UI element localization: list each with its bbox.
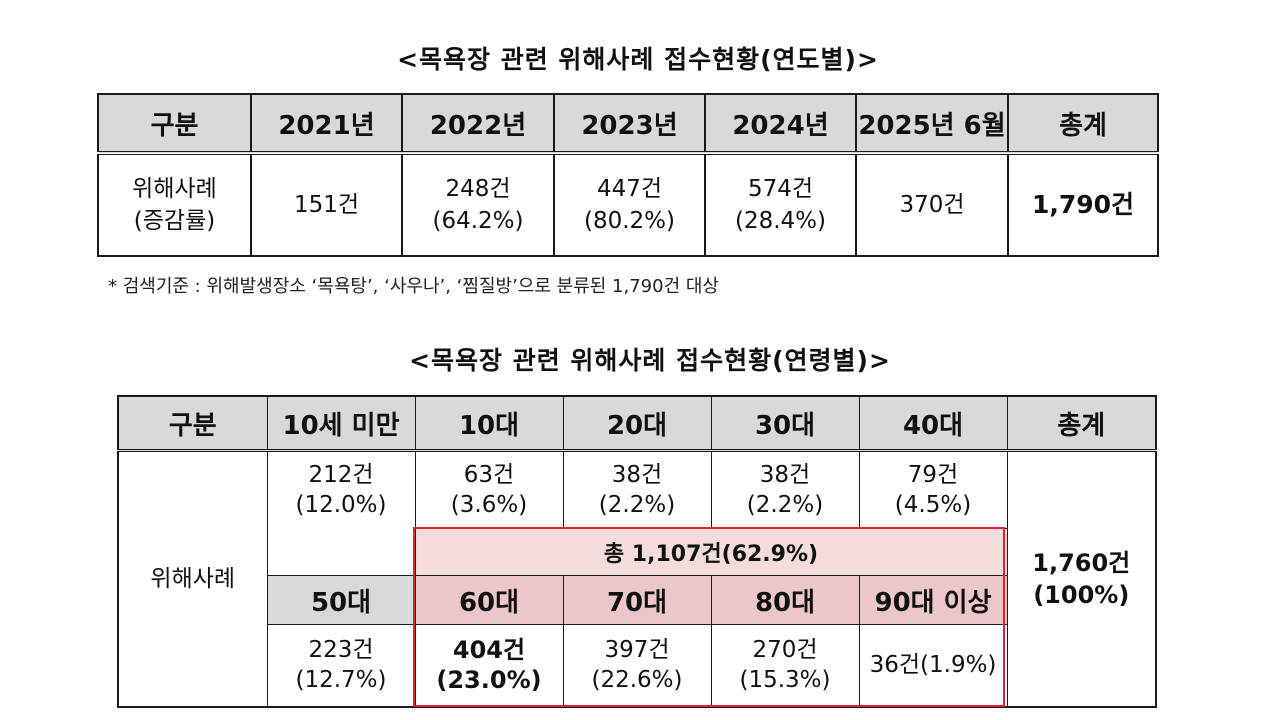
cell-40s: 79건 (4.5%) [858, 450, 1008, 529]
cell-60s: 404건 (23.0%) [414, 624, 564, 707]
cell-rate: (64.2%) [432, 208, 524, 234]
header-total: 총계 [1007, 94, 1158, 155]
row-label: 위해사례 (증감률) [98, 153, 251, 256]
header-40s: 40대 [858, 395, 1008, 452]
cell-2025-june: 370건 [855, 153, 1008, 256]
table1-header-row: 구분 2021년 2022년 2023년 2024년 2025년 6월 총계 [98, 94, 1158, 155]
cell-count: 63건 [463, 462, 515, 488]
header-2021: 2021년 [250, 94, 402, 155]
table2-bottom-header-row: 50대 60대 70대 80대 90대 이상 [118, 575, 1156, 625]
cell-80s: 270건 (15.3%) [710, 624, 860, 707]
cell-50s: 223건 (12.7%) [266, 624, 416, 707]
search-criteria-note: * 검색기준 : 위해발생장소 ‘목욕탕’, ‘사우나’, ‘찜질방’으로 분류… [108, 276, 719, 297]
cell-pct: (2.2%) [598, 492, 676, 518]
header-20s: 20대 [562, 395, 712, 452]
grand-total-count: 1,760건 [1032, 548, 1131, 577]
highlight-total: 총 1,107건(62.9%) [414, 528, 1008, 576]
grand-total: 1,760건 (100%) [1006, 450, 1157, 707]
cell-count: 212건 [308, 462, 374, 489]
row-label-line1: 위해사례 [132, 176, 217, 202]
table2-top-values-row: 위해사례 212건 (12.0%) 63건 (3.6%) 38건 (2.2%) … [117, 450, 1157, 707]
cell-90s-plus: 36건(1.9%) [858, 624, 1008, 707]
cell-2024: 574건 (28.4%) [704, 153, 856, 256]
cell-pct: (3.6%) [450, 492, 528, 518]
cell-count: 404건 [452, 636, 526, 665]
cell-count: 370건 [899, 192, 965, 218]
cell-rate: (28.4%) [734, 208, 826, 234]
cell-pct: (12.0%) [295, 492, 387, 519]
header-category: 구분 [117, 395, 268, 452]
cell-2023: 447건 (80.2%) [553, 153, 705, 256]
header-2023: 2023년 [553, 94, 705, 155]
cell-pct: (15.3%) [739, 667, 831, 694]
table1-title: <목욕장 관련 위해사례 접수현황(연도별)> [397, 45, 879, 74]
header-2024: 2024년 [704, 94, 856, 155]
header-total: 총계 [1006, 395, 1157, 452]
header-60s: 60대 [414, 575, 564, 625]
header-80s: 80대 [710, 575, 860, 625]
row-label-line2: (증감률) [133, 208, 216, 234]
cell-count: 270건 [752, 637, 818, 664]
cell-pct: (23.0%) [436, 666, 542, 695]
cell-30s: 38건 (2.2%) [710, 450, 860, 529]
header-under-10: 10세 미만 [266, 395, 416, 452]
cell-total: 1,790건 [1007, 153, 1158, 256]
cell-count: 38건 [611, 462, 663, 488]
yearly-cases-table: 구분 2021년 2022년 2023년 2024년 2025년 6월 총계 위… [97, 93, 1159, 257]
cell-pct: (22.6%) [591, 667, 683, 694]
header-70s: 70대 [562, 575, 712, 625]
table2-bottom-values-row: 223건 (12.7%) 404건 (23.0%) 397건 (22.6%) 2… [118, 624, 1156, 707]
empty-cell [266, 528, 416, 576]
cell-count: 151건 [293, 192, 360, 218]
grand-total-pct: (100%) [1033, 580, 1130, 609]
cell-count: 397건 [604, 637, 670, 664]
header-10s: 10대 [414, 395, 564, 452]
cell-count: 36건(1.9%) [869, 652, 997, 679]
cell-count: 79건 [907, 462, 959, 488]
cell-10s: 63건 (3.6%) [414, 450, 564, 529]
header-2025-june: 2025년 6월 [855, 94, 1008, 155]
cell-70s: 397건 (22.6%) [562, 624, 712, 707]
cell-pct: (2.2%) [746, 492, 824, 518]
cell-20s: 38건 (2.2%) [562, 450, 712, 529]
table2-header-row: 구분 10세 미만 10대 20대 30대 40대 총계 [117, 395, 1157, 452]
cell-count: 447건 [596, 176, 663, 202]
age-cases-table: 구분 10세 미만 10대 20대 30대 40대 총계 위해사례 212건 (… [117, 395, 1157, 708]
header-90s-plus: 90대 이상 [858, 575, 1008, 625]
cell-count: 223건 [308, 637, 374, 664]
cell-pct: (4.5%) [894, 492, 972, 518]
cell-2022: 248건 (64.2%) [401, 153, 554, 256]
cell-count: 1,790건 [1031, 190, 1135, 219]
header-category: 구분 [98, 94, 251, 155]
cell-count: 574건 [747, 176, 814, 202]
cell-count: 38건 [759, 462, 811, 488]
cell-count: 248건 [445, 176, 511, 202]
table1-data-row: 위해사례 (증감률) 151건 248건 (64.2%) 447건 (80.2%… [98, 153, 1158, 256]
header-2022: 2022년 [401, 94, 554, 155]
row-label: 위해사례 [117, 450, 268, 707]
header-50s: 50대 [266, 575, 416, 625]
cell-under-10: 212건 (12.0%) [266, 450, 416, 529]
cell-rate: (80.2%) [583, 208, 675, 234]
table2-highlight-row: 총 1,107건(62.9%) [118, 528, 1156, 576]
cell-2021: 151건 [250, 153, 402, 256]
header-30s: 30대 [710, 395, 860, 452]
cell-pct: (12.7%) [295, 667, 387, 694]
table2-title: <목욕장 관련 위해사례 접수현황(연령별)> [409, 346, 891, 375]
